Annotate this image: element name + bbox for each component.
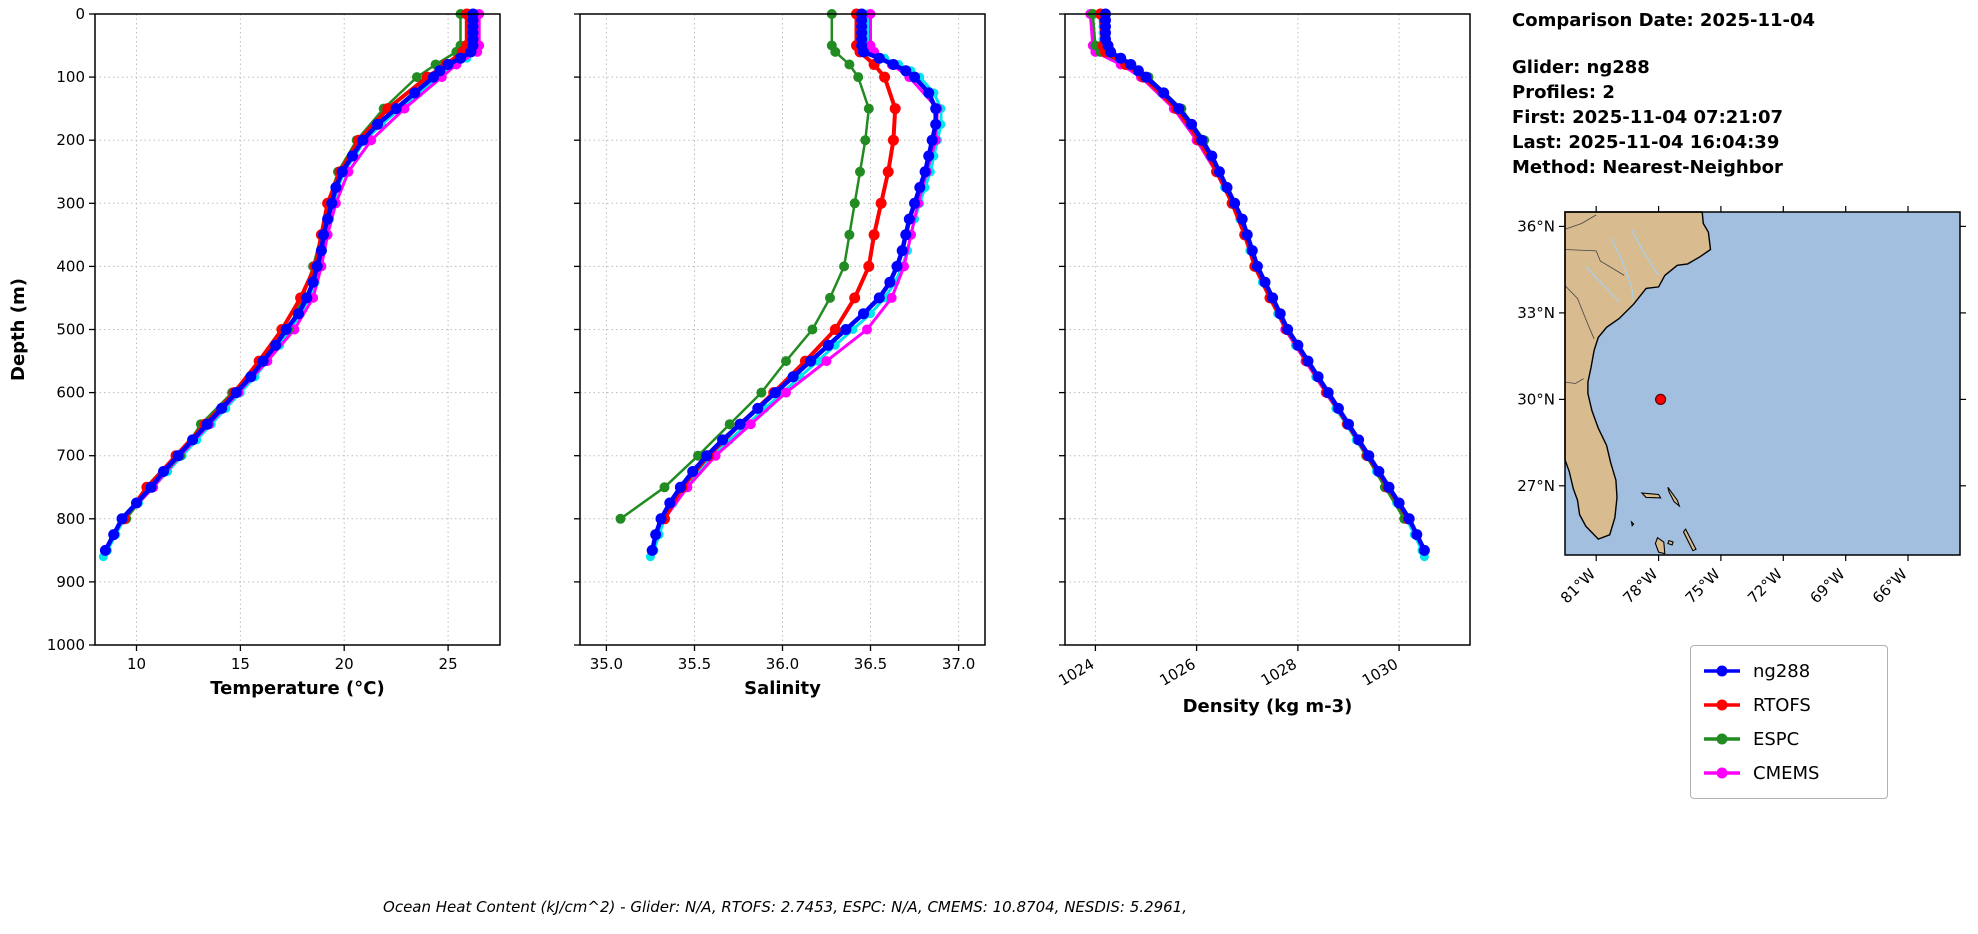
svg-text:37.0: 37.0 [942, 655, 975, 673]
svg-text:27°N: 27°N [1517, 477, 1555, 495]
svg-text:0: 0 [75, 5, 85, 23]
density-profile-plot: 1024 1026 1028 1030 Density (kg m-3) [1055, 8, 1471, 717]
location-map-plot: 81°W 78°W 75°W 72°W 69°W 66°W 27°N 30°N 33°N 36°N [1517, 206, 1966, 607]
salinity-profile-plot: 35.0 35.5 36.0 36.5 37.0 Salinity [574, 8, 986, 699]
svg-text:36.0: 36.0 [766, 655, 799, 673]
svg-text:35.5: 35.5 [678, 655, 711, 673]
svg-text:81°W: 81°W [1557, 565, 1599, 607]
method-text: Method: Nearest-Neighbor [1512, 157, 1783, 178]
last-profile-time-text: Last: 2025-11-04 16:04:39 [1512, 132, 1780, 153]
svg-text:1024: 1024 [1055, 655, 1097, 690]
svg-text:1000: 1000 [47, 636, 85, 654]
svg-text:36°N: 36°N [1517, 217, 1555, 235]
svg-text:75°W: 75°W [1682, 565, 1724, 607]
svg-text:700: 700 [56, 447, 85, 465]
temperature-profile-plot: 10 15 20 25 0 100 200 300 400 500 600 700 800 900 1000… [8, 5, 501, 699]
legend-line-espc [1704, 733, 1740, 745]
legend-item-ng288: ng288 [1701, 654, 1877, 688]
svg-text:33°N: 33°N [1517, 304, 1555, 322]
svg-text:Depth (m): Depth (m) [8, 278, 29, 381]
svg-text:30°N: 30°N [1517, 390, 1555, 408]
svg-text:36.5: 36.5 [854, 655, 887, 673]
svg-text:35.0: 35.0 [590, 655, 623, 673]
svg-text:20: 20 [335, 655, 354, 673]
ocean-heat-content-caption: Ocean Heat Content (kJ/cm^2) - Glider: N… [383, 898, 1187, 916]
legend: ng288 RTOFS ESPC CMEMS [1690, 645, 1888, 799]
info-panel: Comparison Date: 2025-11-04 Glider: ng28… [1512, 8, 1815, 180]
svg-text:25: 25 [439, 655, 458, 673]
info-spacer [1512, 33, 1815, 55]
svg-text:69°W: 69°W [1807, 565, 1849, 607]
svg-text:200: 200 [56, 131, 85, 149]
svg-text:800: 800 [56, 510, 85, 528]
svg-text:300: 300 [56, 194, 85, 212]
svg-text:900: 900 [56, 573, 85, 591]
legend-label-ng288: ng288 [1753, 660, 1811, 682]
svg-text:66°W: 66°W [1869, 565, 1911, 607]
profiles-count-text: Profiles: 2 [1512, 82, 1615, 103]
legend-line-cmems [1704, 767, 1740, 779]
comparison-date-text: Comparison Date: 2025-11-04 [1512, 10, 1816, 31]
legend-line-rtofs [1704, 699, 1740, 711]
first-profile-time-text: First: 2025-11-04 07:21:07 [1512, 107, 1784, 128]
svg-text:1028: 1028 [1258, 655, 1300, 690]
svg-text:1030: 1030 [1359, 655, 1401, 690]
svg-text:1026: 1026 [1157, 655, 1199, 690]
svg-text:72°W: 72°W [1744, 565, 1786, 607]
svg-text:15: 15 [231, 655, 250, 673]
svg-text:Density (kg m-3): Density (kg m-3) [1183, 696, 1353, 717]
svg-text:78°W: 78°W [1619, 565, 1661, 607]
svg-text:400: 400 [56, 257, 85, 275]
salinity-chart: 35.0 35.5 36.0 36.5 37.0 Salinity [540, 0, 990, 744]
legend-item-espc: ESPC [1701, 722, 1877, 756]
legend-label-rtofs: RTOFS [1753, 694, 1811, 716]
svg-text:100: 100 [56, 68, 85, 86]
legend-line-ng288 [1704, 665, 1740, 677]
location-map: 81°W 78°W 75°W 72°W 69°W 66°W 27°N 30°N 33°N 36°N [1500, 200, 1978, 624]
legend-label-espc: ESPC [1753, 728, 1800, 750]
glider-name-text: Glider: ng288 [1512, 57, 1650, 78]
legend-item-rtofs: RTOFS [1701, 688, 1877, 722]
density-chart: 1024 1026 1028 1030 Density (kg m-3) [990, 0, 1485, 744]
svg-text:500: 500 [56, 321, 85, 339]
svg-text:600: 600 [56, 384, 85, 402]
svg-text:Salinity: Salinity [744, 678, 821, 699]
legend-label-cmems: CMEMS [1753, 762, 1820, 784]
svg-text:10: 10 [127, 655, 146, 673]
legend-item-cmems: CMEMS [1701, 756, 1877, 790]
temperature-chart: 10 15 20 25 0 100 200 300 400 500 600 700 800 900 1000… [0, 0, 540, 744]
svg-text:Temperature (°C): Temperature (°C) [210, 678, 384, 699]
